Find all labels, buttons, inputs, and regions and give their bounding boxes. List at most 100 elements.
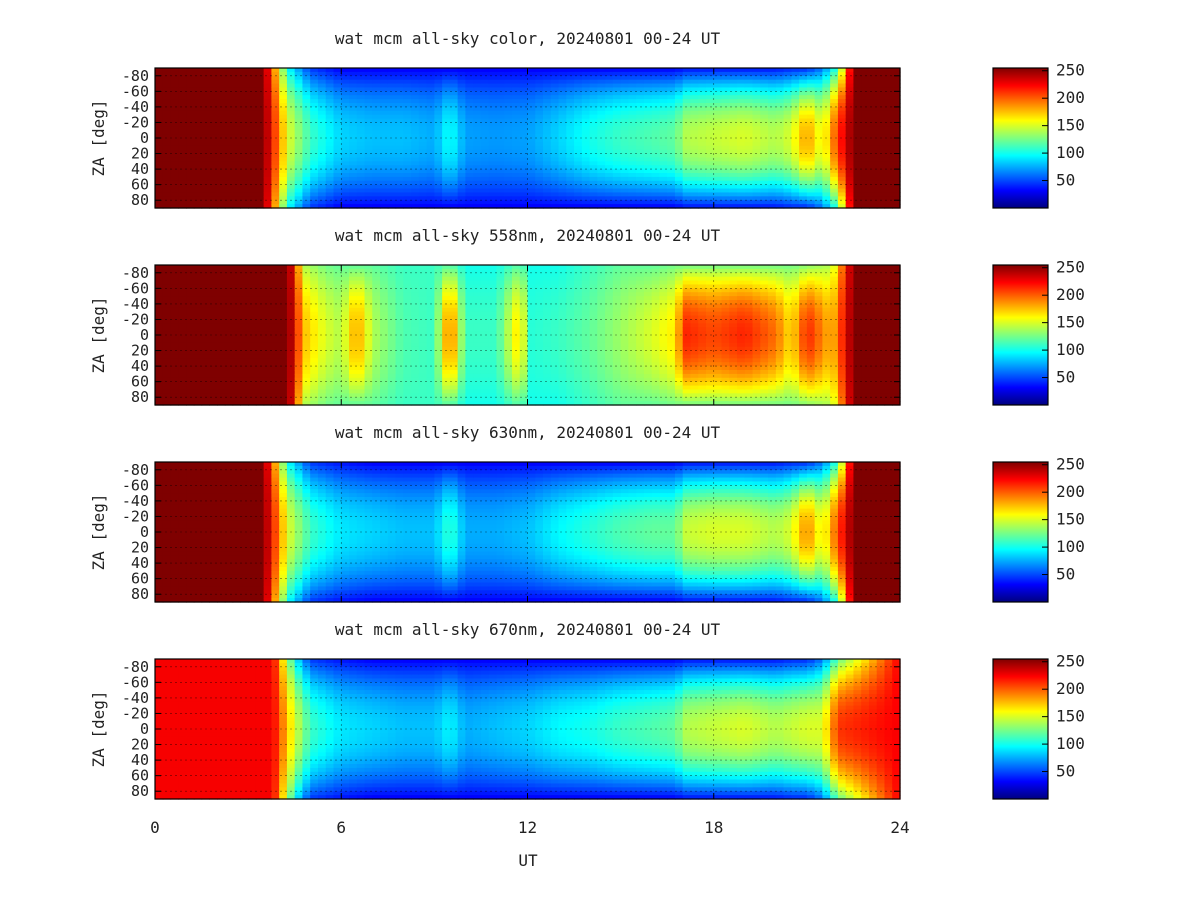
heatmap-cell xyxy=(457,165,467,170)
heatmap-cell xyxy=(395,280,404,286)
heatmap-cell xyxy=(519,122,529,127)
heatmap-cell xyxy=(403,296,412,301)
heatmap-cell xyxy=(279,362,288,367)
heatmap-cell xyxy=(349,103,358,108)
heatmap-cell xyxy=(224,176,234,182)
heatmap-cell xyxy=(442,200,451,205)
heatmap-cell xyxy=(737,141,746,147)
heatmap-cell xyxy=(636,180,645,186)
heatmap-cell xyxy=(861,83,870,89)
heatmap-cell xyxy=(387,149,397,155)
heatmap-cell xyxy=(465,265,474,270)
heatmap-cell xyxy=(651,180,661,186)
heatmap-cell xyxy=(317,323,327,328)
heatmap-cell xyxy=(255,91,265,96)
heatmap-cell xyxy=(488,91,498,96)
heatmap-cell xyxy=(325,303,335,309)
heatmap-cell xyxy=(302,200,311,205)
heatmap-cell xyxy=(356,342,366,348)
heatmap-cell xyxy=(341,350,350,356)
heatmap-cell xyxy=(426,180,435,186)
heatmap-cell xyxy=(442,122,451,127)
heatmap-cell xyxy=(737,153,746,159)
heatmap-cell xyxy=(310,71,319,77)
heatmap-cell xyxy=(302,110,311,116)
heatmap-cell xyxy=(884,122,893,127)
heatmap-cell xyxy=(581,157,591,162)
heatmap-cell xyxy=(271,307,280,313)
heatmap-cell xyxy=(589,165,598,170)
heatmap-cell xyxy=(581,110,591,116)
heatmap-cell xyxy=(325,110,335,116)
heatmap-cell xyxy=(892,87,901,92)
heatmap-cell xyxy=(868,91,878,96)
heatmap-cell xyxy=(349,362,358,367)
heatmap-cell xyxy=(279,68,288,73)
heatmap-cell xyxy=(403,106,412,112)
heatmap-cell xyxy=(186,315,195,321)
heatmap-cell xyxy=(217,370,226,375)
heatmap-cell xyxy=(550,118,560,124)
heatmap-cell xyxy=(473,381,482,387)
heatmap-cell xyxy=(581,169,591,174)
heatmap-cell xyxy=(744,161,754,166)
heatmap-cell xyxy=(217,389,226,394)
heatmap-cell xyxy=(480,71,490,77)
heatmap-cell xyxy=(333,173,342,178)
heatmap-cell xyxy=(193,130,203,135)
heatmap-cell xyxy=(411,180,420,186)
heatmap-cell xyxy=(294,358,304,363)
heatmap-cell xyxy=(325,362,335,367)
heatmap-cell xyxy=(411,268,420,274)
heatmap-cell xyxy=(372,75,381,81)
heatmap-cell xyxy=(341,196,350,201)
heatmap-cell xyxy=(620,192,629,197)
heatmap-cell xyxy=(581,68,591,73)
heatmap-cell xyxy=(325,350,335,356)
heatmap-cell xyxy=(457,362,467,367)
heatmap-cell xyxy=(155,122,164,127)
heatmap-cell xyxy=(155,319,164,324)
heatmap-cell xyxy=(349,169,358,174)
heatmap-cell xyxy=(861,95,870,100)
heatmap-cell xyxy=(240,280,249,286)
heatmap-cell xyxy=(527,184,536,190)
heatmap-cell xyxy=(418,401,428,406)
heatmap-cell xyxy=(480,138,490,143)
heatmap-cell xyxy=(806,71,816,77)
heatmap-cell xyxy=(612,138,622,143)
heatmap-cell xyxy=(892,192,901,197)
heatmap-cell xyxy=(884,138,893,143)
heatmap-cell xyxy=(737,184,746,190)
heatmap-cell xyxy=(217,91,226,96)
heatmap-cell xyxy=(232,354,241,359)
heatmap-cell xyxy=(271,272,280,278)
heatmap-cell xyxy=(364,292,373,297)
heatmap-cell xyxy=(488,157,498,162)
heatmap-cell xyxy=(217,397,226,402)
heatmap-cell xyxy=(465,122,474,127)
heatmap-cell xyxy=(170,176,179,182)
heatmap-cell xyxy=(317,292,327,297)
heatmap-cell xyxy=(178,319,187,324)
heatmap-cell xyxy=(178,204,187,209)
heatmap-cell xyxy=(682,192,692,197)
heatmap-cell xyxy=(473,401,482,406)
heatmap-cell xyxy=(271,130,280,135)
heatmap-cell xyxy=(480,149,490,155)
heatmap-cell xyxy=(341,157,350,162)
heatmap-cell xyxy=(651,103,661,108)
heatmap-cell xyxy=(721,126,730,131)
heatmap-cell xyxy=(380,200,389,205)
heatmap-cell xyxy=(372,397,381,402)
heatmap-cell xyxy=(201,188,210,194)
heatmap-cell xyxy=(286,149,296,155)
heatmap-cell xyxy=(830,157,839,162)
heatmap xyxy=(155,265,901,406)
heatmap-cell xyxy=(465,385,474,391)
heatmap-cell xyxy=(387,138,397,143)
heatmap-cell xyxy=(845,157,855,162)
heatmap-cell xyxy=(605,75,614,81)
heatmap-cell xyxy=(193,327,203,332)
heatmap-cell xyxy=(892,99,901,104)
